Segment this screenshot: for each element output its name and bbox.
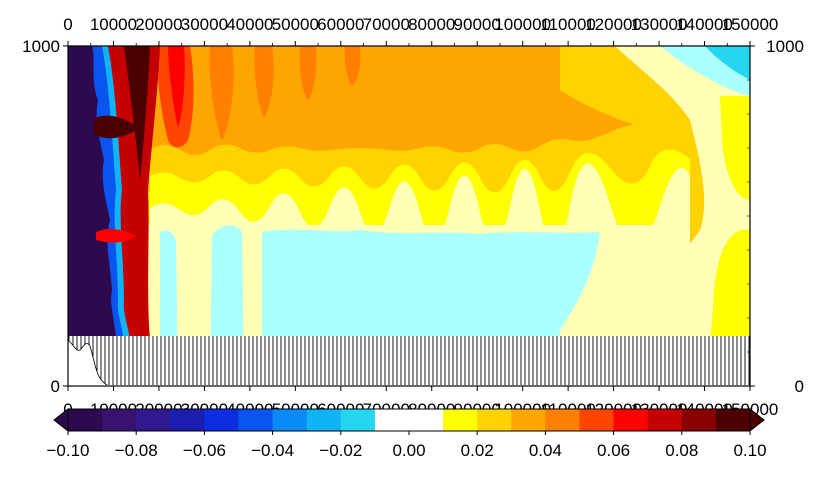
colorbar-swatch [374, 409, 444, 431]
x-tick-label-top: 140000 [676, 15, 733, 34]
contour-yellow-wave [150, 149, 700, 196]
colorbar: −0.10 −0.08 −0.06 −0.04 −0.02 0.00 0.02 0.04 0.0… [46, 407, 767, 460]
colorbar-swatch [545, 409, 580, 431]
colorbar-tick-label: −0.08 [115, 441, 158, 460]
colorbar-swatch [340, 409, 376, 431]
colorbar-swatch [136, 409, 171, 431]
streak-orange-3 [254, 46, 274, 118]
streak-orange-4 [299, 46, 317, 100]
seabed-profile [68, 339, 108, 385]
x-tick-label-top: 90000 [454, 15, 501, 34]
west-negative-core [68, 46, 119, 385]
seabed-hatch [68, 336, 750, 385]
east-cyan-light [660, 46, 750, 96]
colorbar-swatch [579, 409, 615, 431]
colorbar-swatch [204, 409, 239, 431]
colorbar-swatch [272, 409, 308, 431]
colorbar-swatch [511, 409, 546, 431]
x-tick-label-top: 80000 [408, 15, 455, 34]
colorbar-swatch [443, 409, 478, 431]
x-tick-label-top: 120000 [585, 15, 642, 34]
x-tick-label-top: 130000 [631, 15, 688, 34]
colorbar-tick-label: −0.10 [46, 441, 89, 460]
plot-area [68, 46, 750, 385]
west-red-finger-2 [96, 229, 136, 243]
colorbar-swatch [715, 409, 751, 431]
y-tick-label-left: 1000 [22, 37, 60, 56]
colorbar-swatch [681, 409, 717, 431]
colorbar-tick-label: 0.02 [461, 441, 494, 460]
colorbar-tick-label: 0.10 [733, 441, 766, 460]
colorbar-swatch [647, 409, 683, 431]
colorbar-tick-label: −0.06 [183, 441, 226, 460]
x-tick-label-top: 150000 [722, 15, 779, 34]
x-tick-label-top: 100000 [494, 15, 551, 34]
streak-red-core [168, 46, 185, 128]
x-tick-label-top: 60000 [317, 15, 364, 34]
east-yellow-upper [720, 96, 750, 200]
colorbar-swatch [477, 409, 512, 431]
colorbar-swatch [68, 409, 103, 431]
streak-orange-2 [209, 46, 234, 140]
colorbar-swatch [306, 409, 342, 431]
colorbar-swatch [238, 409, 274, 431]
x-tick-label-top: 110000 [540, 15, 595, 34]
x-tick-label-top: 40000 [226, 15, 273, 34]
colorbar-tick-label: −0.04 [251, 441, 294, 460]
west-positive-core [124, 46, 150, 180]
colorbar-swatch [170, 409, 205, 431]
colorbar-swatch [613, 409, 649, 431]
y-tick-label-left: 0 [51, 377, 60, 396]
x-tick-label-top: 0 [63, 15, 72, 34]
colorbar-tick-label: −0.02 [319, 441, 362, 460]
colorbar-tick-label: 0.00 [392, 441, 425, 460]
x-tick-label-top: 30000 [181, 15, 228, 34]
contour-pale-wave [150, 163, 700, 250]
x-tick-label-top: 10000 [90, 15, 137, 34]
colorbar-low-triangle [53, 407, 69, 433]
colorbar-tick-label: 0.08 [665, 441, 698, 460]
y-tick-label-right: 0 [795, 377, 804, 396]
x-tick-label-top: 70000 [363, 15, 410, 34]
colorbar-tick-label: 0.04 [529, 441, 562, 460]
x-tick-label-top: 50000 [272, 15, 319, 34]
x-tick-label-top: 20000 [135, 15, 182, 34]
y-tick-label-right: 1000 [766, 37, 804, 56]
west-red-finger [94, 115, 140, 139]
east-pale [600, 46, 750, 385]
contour-gold-wave [150, 124, 690, 165]
streak-orange-5 [344, 46, 361, 86]
colorbar-tick-label: 0.06 [597, 441, 630, 460]
colorbar-swatch [102, 409, 137, 431]
